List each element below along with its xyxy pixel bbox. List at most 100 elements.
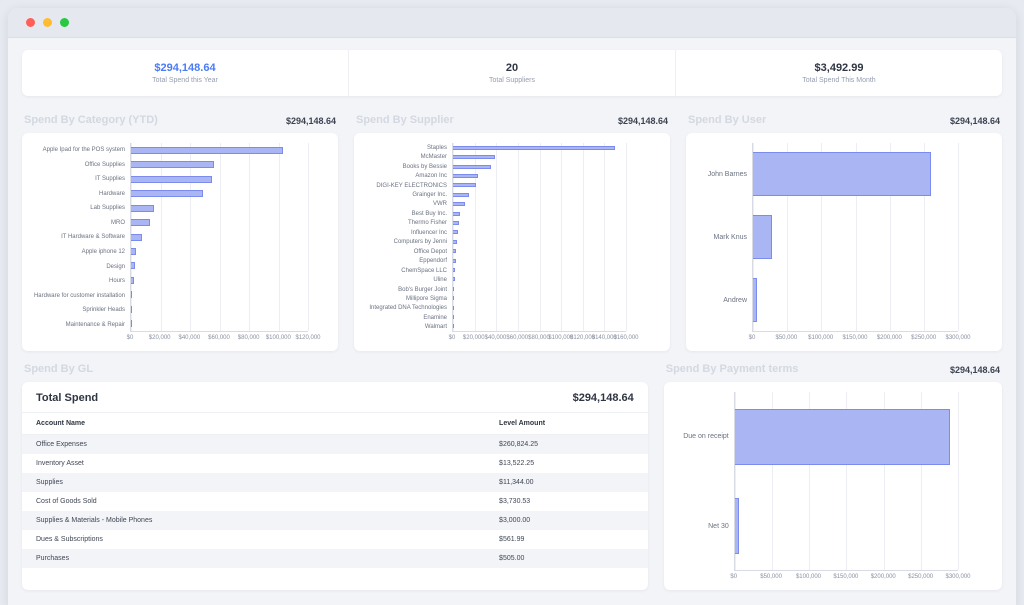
chart-category-label: MRO [111,219,125,226]
gridline [561,143,563,331]
chart-bar[interactable] [453,183,476,188]
chart-bar[interactable] [453,173,479,178]
zoom-window-button[interactable] [60,18,69,27]
gl-account-cell: Cost of Goods Sold [36,498,97,505]
chart-category-label: Hardware [98,190,125,197]
chart-bar[interactable] [453,220,459,225]
gl-total-row: Total Spend $294,148.64 [22,382,648,413]
chart-bar[interactable] [131,219,151,227]
chart-category-label: Best Buy Inc. [411,210,447,217]
minimize-window-button[interactable] [43,18,52,27]
gl-amount-cell: $260,824.25 [499,441,538,448]
x-axis-tick-label: $300,000 [945,574,971,580]
chart-bar[interactable] [131,161,214,169]
kpi-total-spend-year: $294,148.64 Total Spend this Year [22,50,348,96]
chart-bar[interactable] [453,315,454,320]
chart-bar-row [453,190,626,199]
chart-bar[interactable] [753,277,757,322]
x-axis-ticks: $0 $50,000 $100,000 $150,000 $200,000 $250,00… [730,571,970,584]
gl-column-header: Level Amount [485,413,648,435]
chart-bar[interactable] [453,145,616,150]
chart-bar[interactable] [131,204,154,212]
chart-bar[interactable] [131,262,135,270]
close-window-button[interactable] [26,18,35,27]
chart-bar[interactable] [131,248,137,256]
chart-category-label: Apple iphone 12 [81,248,125,255]
x-axis-tick-label: $160,000 [613,335,639,341]
chart-category-label: Mark Knus [713,234,747,241]
x-axis-tick-label: $200,000 [870,574,896,580]
section-header: Spend By Payment terms $294,148.64 [666,363,1000,375]
chart-category-label: Enamine [423,314,447,321]
chart-bar[interactable] [453,164,491,169]
spend-by-supplier-card: Staples McMaster Books by Bessie Amazon Inc… [354,133,670,351]
chart-bar[interactable] [453,305,454,310]
x-axis-tick-label: $20,000 [462,335,485,341]
chart-bar[interactable] [453,277,455,282]
chart-bar[interactable] [131,320,132,328]
chart-bar[interactable] [453,155,496,160]
chart-bar[interactable] [453,258,456,263]
chart-bar-row [734,481,958,570]
chart-bar[interactable] [131,190,204,198]
chart-bar-row [453,256,626,265]
chart-plot-area: John Barnes Mark Knus Andrew [698,143,990,332]
chart-bar[interactable] [453,296,454,301]
chart-bar-row [453,199,626,208]
section-header: Spend By User $294,148.64 [688,114,1000,126]
chart-bar[interactable] [453,324,454,329]
chart-bar[interactable] [734,497,739,554]
x-axis: $0 $20,000 $40,000 $60,000 $80,000 $100,000 $1… [366,332,658,345]
section-header: Spend By GL [24,363,646,375]
chart-bar-row [453,275,626,284]
chart-plot-area: Due on receipt Net 30 [676,392,990,571]
x-axis-tick-label: $120,000 [295,335,321,341]
chart-bar[interactable] [453,286,455,291]
gridline [219,143,221,331]
table-row: Purchases $505.00 [22,549,648,568]
chart-bar[interactable] [131,233,143,241]
chart-bar-row [453,218,626,227]
gl-total-label: Total Spend [36,392,99,404]
chart-bar[interactable] [753,215,773,259]
chart-category-label: Amazon Inc [415,173,447,180]
chart-category-label: Office Depot [413,248,447,255]
chart-bar[interactable] [734,408,950,465]
chart-bar[interactable] [453,192,470,197]
section-title: Spend By GL [24,363,94,375]
chart-bar-row [453,171,626,180]
chart-bar[interactable] [131,175,213,183]
chart-plot-area: Apple Ipad for the POS system Office Supp… [34,143,326,332]
x-axis-tick-label: $120,000 [569,335,596,341]
x-axis-tick-label: $300,000 [945,335,971,341]
gridline [160,143,162,331]
x-axis-tick-label: $60,000 [208,335,230,341]
x-axis-ticks: $0 $20,000 $40,000 $60,000 $80,000 $100,000 $1… [449,332,639,345]
gridline [883,392,885,570]
section-header: Spend By Supplier $294,148.64 [356,114,668,126]
section-amount: $294,148.64 [617,116,668,126]
chart-bar[interactable] [131,291,133,299]
spend-by-user-chart: John Barnes Mark Knus Andrew $0 $50,000 $100,… [698,143,990,345]
chart-category-label: John Barnes [707,171,747,178]
chart-bar[interactable] [753,152,931,197]
section-title: Spend By Payment terms [665,363,799,375]
chart-category-label: Sprinkler Heads [82,307,125,314]
section-amount: $294,148.64 [285,116,336,126]
chart-bar[interactable] [131,276,134,284]
chart-bar[interactable] [453,230,459,235]
chart-bar[interactable] [131,305,132,313]
chart-bar[interactable] [453,267,456,272]
chart-bar[interactable] [453,239,458,244]
chart-bar[interactable] [131,146,283,154]
chart-plot-area: Staples McMaster Books by Bessie Amazon Inc… [366,143,658,332]
gridline [809,392,811,570]
chart-category-label: Staples [426,144,447,151]
x-axis-tick-label: $0 [748,335,756,341]
chart-category-labels: Staples McMaster Books by Bessie Amazon Inc… [366,143,452,332]
chart-bar[interactable] [453,202,466,207]
chart-category-label: IT Hardware & Software [61,234,125,241]
gridline [474,143,476,331]
chart-bar[interactable] [453,211,461,216]
chart-bar[interactable] [453,249,457,254]
